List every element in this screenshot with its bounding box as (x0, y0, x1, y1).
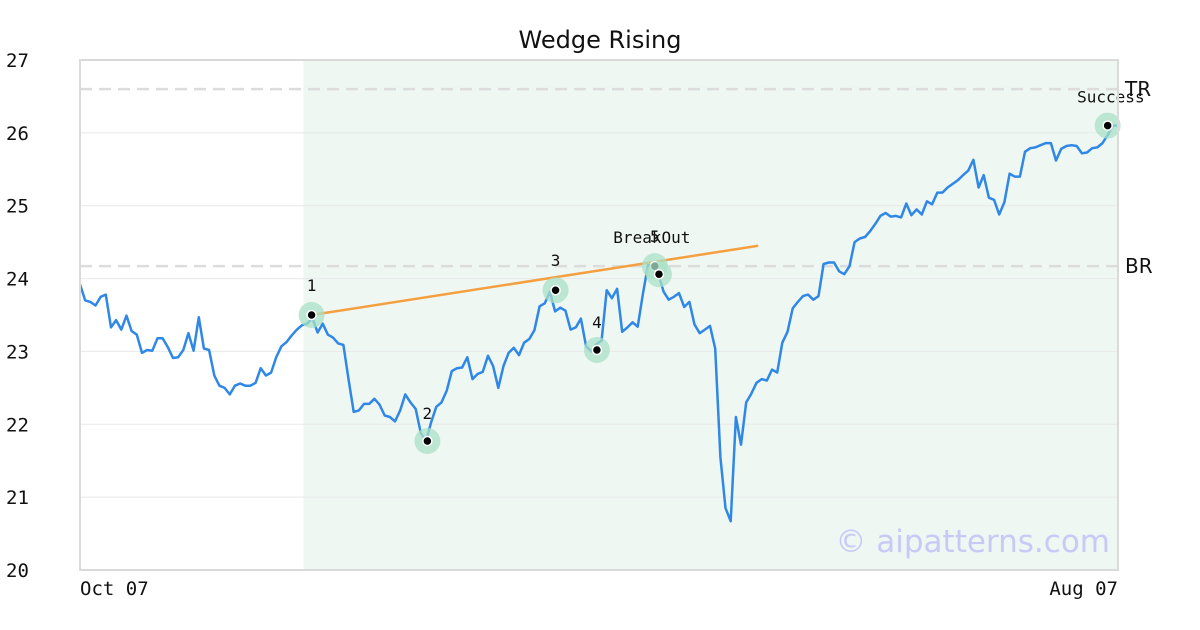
pivot-marker (550, 284, 561, 296)
y-tick-label: 22 (6, 414, 29, 436)
trendline-layer (311, 244, 759, 317)
annotation-breakout: BreakOut (613, 228, 690, 247)
y-tick-label: 27 (6, 50, 29, 72)
y-tick-label: 24 (6, 269, 29, 291)
wedge-trendline (311, 244, 759, 317)
pivot-label-2: 2 (423, 404, 433, 423)
y-tick-label: 20 (6, 560, 29, 582)
annotations-layer: BreakOut Success (613, 88, 1144, 248)
pattern-region (303, 60, 1119, 570)
pivot-label-5: 5 (650, 227, 660, 246)
level-label-br: BR (1125, 254, 1153, 278)
pivot-marker (591, 344, 603, 356)
y-tick-label: 25 (6, 196, 29, 218)
axes-layer (79, 59, 1119, 571)
y-tick-label: 21 (6, 487, 29, 509)
pivot-marker (422, 435, 433, 447)
pivot-label-3: 3 (551, 251, 561, 270)
level-label-tr: TR (1124, 77, 1151, 101)
x-tick-label: Oct 07 (80, 578, 149, 600)
y-tick-label: 23 (6, 341, 29, 363)
plot-frame (79, 59, 1119, 571)
levels-layer: TR BR (80, 77, 1153, 278)
pivot-label-1: 1 (307, 276, 317, 295)
annotation-success: Success (1077, 88, 1144, 107)
y-tick-label: 26 (6, 123, 29, 145)
pivots-layer: 1 2 3 4 5 (298, 227, 672, 455)
x-tick-label: Aug 07 (1049, 578, 1118, 600)
watermark: © aipatterns.com (835, 524, 1110, 560)
success-marker (1102, 120, 1113, 131)
pivot-marker (653, 268, 665, 280)
chart-title: Wedge Rising (519, 26, 682, 54)
pivot-marker (306, 309, 317, 321)
pattern-region-layer (303, 60, 1119, 570)
pivot-label-4: 4 (592, 313, 602, 332)
